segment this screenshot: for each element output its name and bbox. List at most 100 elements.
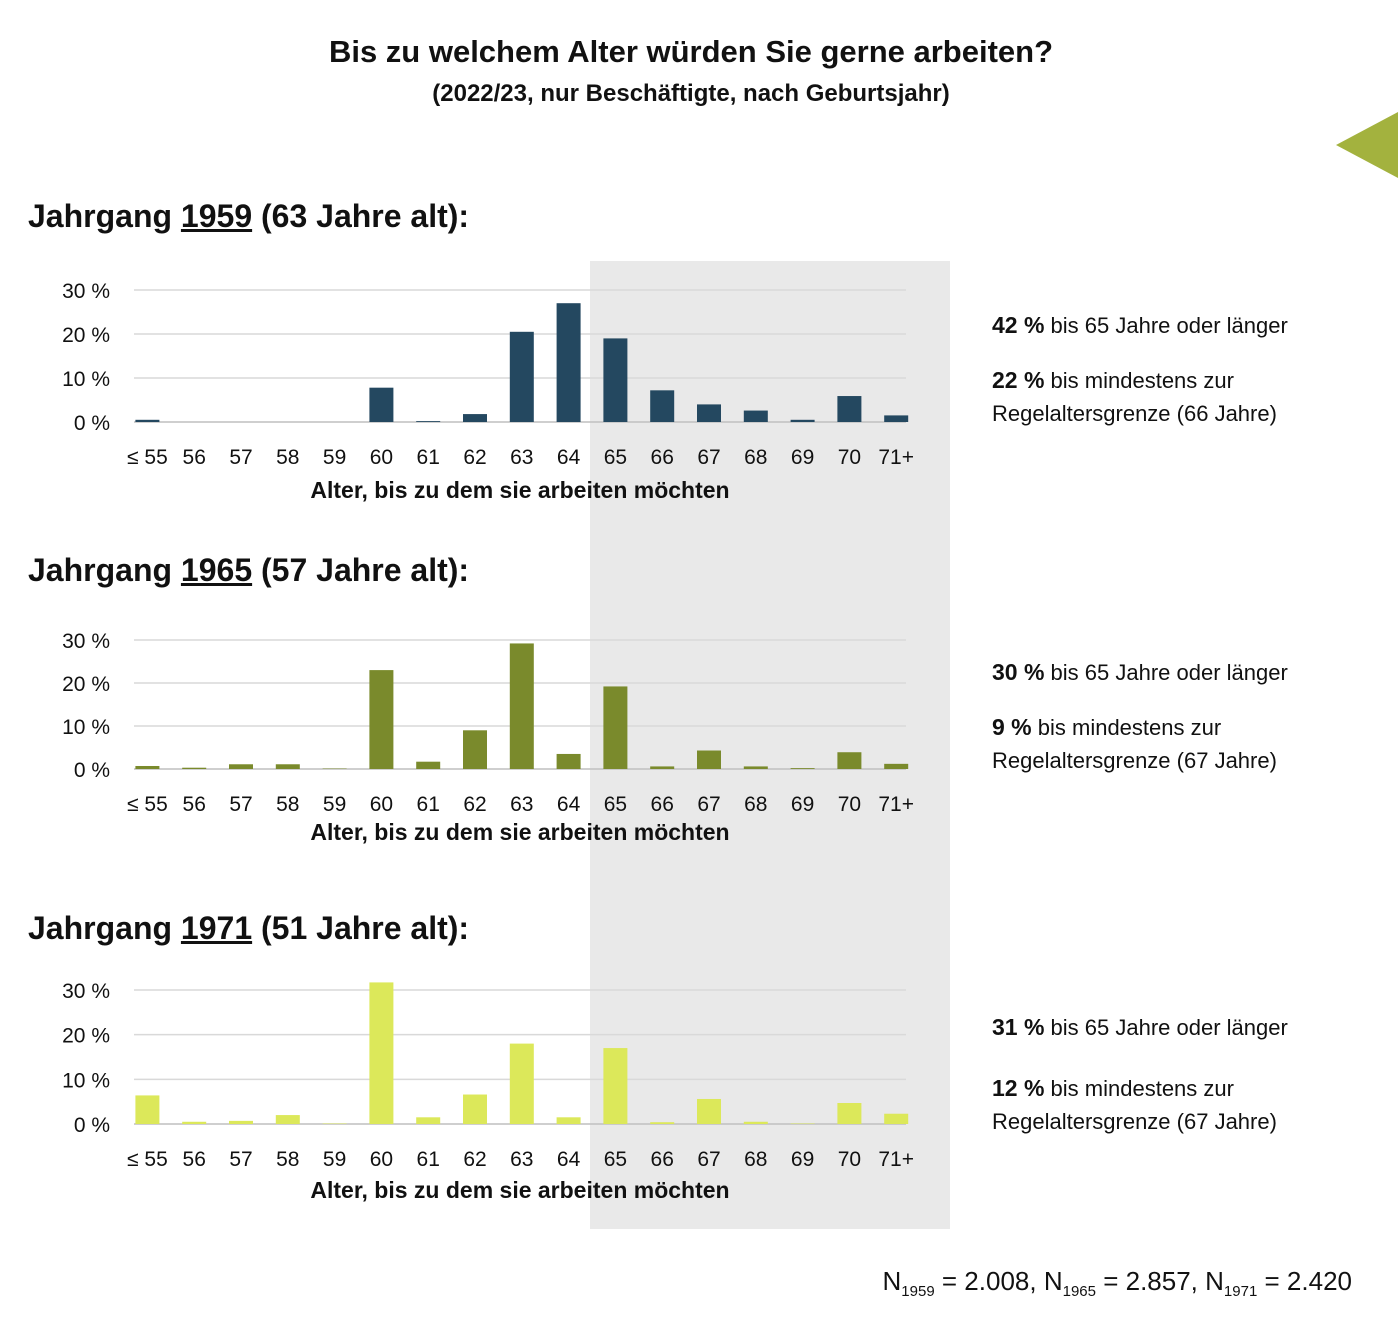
bar — [556, 753, 581, 769]
stat-value: 30 % — [992, 659, 1045, 685]
bar — [509, 331, 534, 422]
y-tick-label: 20 % — [62, 324, 110, 347]
x-tick-label: 66 — [651, 793, 674, 816]
x-tick-label: 63 — [510, 446, 533, 469]
x-tick-label: 58 — [276, 1148, 299, 1171]
x-tick-label: 61 — [417, 793, 440, 816]
x-tick-label: ≤ 55 — [127, 1148, 168, 1171]
x-tick-label: 67 — [697, 793, 720, 816]
chart-title: Bis zu welchem Alter würden Sie gerne ar… — [328, 34, 1054, 69]
y-tick-label: 0 % — [74, 759, 110, 782]
x-tick-label: 61 — [417, 1148, 440, 1171]
x-tick-label: 70 — [838, 793, 861, 816]
x-tick-label: 69 — [791, 446, 814, 469]
y-tick-label: 10 % — [62, 368, 110, 391]
stat-text: bis mindestens zur — [1044, 1076, 1234, 1101]
x-tick-label: 59 — [323, 793, 346, 816]
bar — [743, 766, 768, 769]
section-heading-1971: Jahrgang 1971 (51 Jahre alt): — [28, 910, 469, 947]
y-tick-label: 30 % — [62, 630, 110, 653]
stat-text-line2: Regelaltersgrenze (67 Jahre) — [992, 748, 1277, 773]
x-tick-label: 56 — [183, 1148, 206, 1171]
x-tick-label: 65 — [604, 446, 627, 469]
y-tick-label: 10 % — [62, 1069, 110, 1092]
x-tick-label: 59 — [323, 446, 346, 469]
x-tick-label: 68 — [744, 446, 767, 469]
bar — [603, 338, 628, 422]
bar — [650, 390, 675, 422]
n-label: N — [1043, 1266, 1063, 1296]
x-tick-label: 56 — [183, 446, 206, 469]
bar — [837, 1103, 862, 1124]
x-tick-label: 64 — [557, 793, 581, 816]
n-sub-1959: 1959 — [901, 1283, 935, 1300]
x-tick-label: 68 — [744, 793, 767, 816]
sample-size-footnote: N1959 = 2.008, N1965 = 2.857, N1971 = 2.… — [883, 1266, 1352, 1300]
bar — [369, 982, 394, 1124]
x-tick-label: 65 — [604, 1148, 627, 1171]
stat-value: 31 % — [992, 1014, 1045, 1040]
stat-regelalter-1965: 9 % bis mindestens zur Regelaltersgrenze … — [992, 711, 1277, 777]
bar — [790, 768, 815, 769]
x-tick-label: 63 — [510, 793, 533, 816]
y-tick-label: 20 % — [62, 1025, 110, 1048]
bar — [182, 767, 207, 769]
stat-text: bis mindestens zur — [1031, 715, 1222, 740]
y-tick-label: 10 % — [62, 716, 110, 739]
triangle-arrow-shape — [1336, 112, 1398, 178]
y-tick-label: 20 % — [62, 673, 110, 696]
stat-value: 22 % — [992, 367, 1045, 393]
x-axis-title: Alter, bis zu dem sie arbeiten möchten — [310, 819, 729, 845]
x-tick-label: 69 — [791, 1148, 814, 1171]
n-label: N — [1205, 1266, 1224, 1296]
bar — [135, 419, 160, 422]
section-heading-1959: Jahrgang 1959 (63 Jahre alt): — [28, 198, 469, 235]
bar — [650, 1122, 675, 1124]
bar — [697, 1098, 721, 1124]
n-sub-1971: 1971 — [1223, 1283, 1258, 1300]
bar — [463, 414, 487, 422]
heading-suffix: (51 Jahre alt): — [252, 910, 470, 946]
x-tick-label: 63 — [510, 1148, 533, 1171]
bar — [837, 396, 862, 422]
stat-65-1965: 30 % bis 65 Jahre oder länger — [992, 656, 1288, 689]
x-tick-label: 62 — [463, 446, 486, 469]
stat-value: 12 % — [992, 1075, 1045, 1101]
x-tick-label: 62 — [463, 1148, 486, 1171]
x-tick-label: 67 — [697, 1148, 720, 1171]
stat-regelalter-1959: 22 % bis mindestens zur Regelaltersgrenze… — [992, 364, 1277, 430]
x-tick-label: 66 — [651, 1148, 674, 1171]
x-tick-label: 69 — [791, 793, 814, 816]
stat-65-1959: 42 % bis 65 Jahre oder länger — [992, 309, 1288, 342]
x-tick-label: 71+ — [878, 793, 914, 816]
bar — [463, 730, 487, 769]
bar — [135, 1095, 160, 1124]
heading-prefix: Jahrgang — [28, 910, 181, 946]
bar — [884, 763, 909, 769]
x-axis-title: Alter, bis zu dem sie arbeiten möchten — [310, 1177, 729, 1203]
bar — [275, 1115, 300, 1124]
x-tick-label: 58 — [276, 446, 299, 469]
y-tick-label: 30 % — [62, 280, 110, 303]
heading-prefix: Jahrgang — [28, 198, 181, 234]
x-tick-label: ≤ 55 — [127, 793, 168, 816]
bar-chart-1965: 0 % 10 % 20 % 30 % ≤ 55 56 57 58 59 60 61 62 63 64 65 6… — [62, 630, 914, 845]
bar — [650, 766, 675, 769]
y-tick-label: 0 % — [74, 412, 110, 435]
x-tick-label: 57 — [229, 1148, 252, 1171]
bar — [884, 1113, 909, 1124]
bar — [182, 1121, 207, 1124]
stat-regelalter-1971: 12 % bis mindestens zur Regelaltersgrenze… — [992, 1072, 1277, 1138]
x-tick-label: 70 — [838, 1148, 861, 1171]
stat-text-line2: Regelaltersgrenze (67 Jahre) — [992, 1109, 1277, 1134]
bar — [135, 765, 160, 769]
x-tick-label: 62 — [463, 793, 486, 816]
triangle-arrow-icon — [1336, 112, 1398, 178]
x-tick-label: ≤ 55 — [127, 446, 168, 469]
bar — [603, 686, 628, 769]
x-tick-label: 56 — [183, 793, 206, 816]
x-tick-label: 61 — [417, 446, 440, 469]
stat-value: 42 % — [992, 312, 1045, 338]
stat-text: bis 65 Jahre oder länger — [1044, 660, 1288, 685]
bar — [416, 1117, 441, 1124]
